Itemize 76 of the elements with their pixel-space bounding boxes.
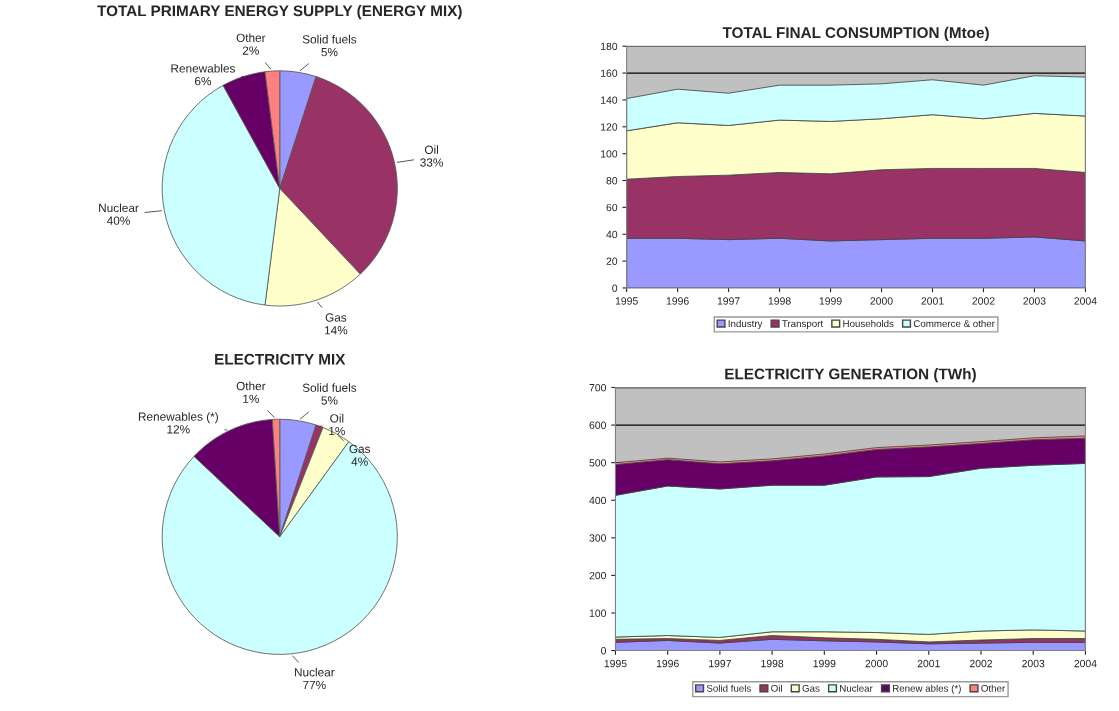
x-tick-label: 2000 [870,297,893,305]
y-tick-label: 300 [589,534,607,542]
y-tick-label: 40 [606,230,618,239]
x-tick-label: 1998 [768,297,791,305]
legend-label: Commerce & other [913,319,995,328]
x-tick-label: 1995 [615,297,638,305]
slice-label: Nuclear [294,667,335,677]
x-tick-label: 1999 [813,659,836,668]
y-tick-label: 700 [589,384,607,392]
y-tick-label: 160 [601,69,618,77]
data-label: 1% [243,394,259,403]
data-label: 6% [195,76,212,86]
y-tick-label: 600 [589,421,607,429]
slice-label: Other [236,381,266,391]
x-tick-label: 1996 [666,297,689,305]
chart-title: TOTAL PRIMARY ENERGY SUPPLY (ENERGY MIX) [97,5,462,20]
x-tick-label: 1997 [709,659,731,668]
y-tick-label: 0 [601,647,607,655]
slice-label: Renewables [171,63,235,73]
data-label: 4% [351,457,368,466]
x-tick-label: 2002 [972,297,995,305]
y-tick-label: 100 [589,609,607,617]
x-tick-label: 1996 [656,659,679,668]
x-tick-label: 2002 [969,659,993,668]
y-tick-label: 140 [601,96,618,104]
data-label: 77% [303,680,326,690]
x-tick-label: 1997 [717,297,740,305]
y-tick-label: 500 [589,459,607,467]
legend-label: Industry [728,319,763,329]
legend-label: Households [843,319,894,328]
y-tick-label: 100 [601,150,618,158]
data-label: 33% [420,158,443,167]
y-tick-label: 20 [606,257,618,265]
y-tick-label: 200 [589,571,607,580]
slice-label: Other [236,33,266,43]
x-tick-label: 2001 [921,297,944,305]
x-tick-label: 2003 [1023,297,1046,305]
slice-label: Oil [424,145,438,154]
x-tick-label: 2001 [917,659,940,668]
y-tick-label: 60 [606,203,618,212]
slice-label: Oil [330,413,344,423]
slice-label: Renewables (*) [138,412,218,424]
data-label: 14% [324,326,348,335]
legend-label: Nuclear [840,684,873,692]
data-label: 1% [329,426,345,436]
slice-label: Solid fuels [302,34,357,44]
x-tick-label: 1999 [819,297,842,305]
data-label: 5% [321,396,338,405]
x-tick-label: 2004 [1074,659,1097,668]
data-label: 12% [167,425,190,434]
legend-label: Transport [782,320,824,329]
slice-label: Solid fuels [302,383,357,392]
x-tick-label: 1995 [604,659,627,668]
data-label: 40% [106,216,130,225]
slice-label: Gas [349,444,371,454]
x-tick-label: 2004 [1074,297,1097,305]
legend-label: Other [981,684,1006,692]
x-tick-label: 2000 [865,659,888,668]
x-tick-label: 2003 [1022,659,1045,668]
chart-title: ELECTRICITY MIX [215,353,346,365]
y-tick-label: 80 [606,177,618,185]
y-tick-label: 180 [601,42,618,51]
data-label: 2% [242,46,259,55]
slice-label: Nuclear [99,203,139,213]
legend-label: Oil [771,684,782,692]
legend-label: Solid fuels [706,684,751,692]
y-tick-label: 400 [589,496,607,505]
chart-title: ELECTRICITY GENERATION (TWh) [725,368,976,383]
data-label: 5% [321,47,338,57]
y-tick-label: 120 [601,123,618,131]
y-tick-label: 0 [612,284,618,292]
slice-label: Gas [325,313,347,322]
legend-label: Renew ables (*) [893,684,961,694]
x-tick-label: 1998 [761,659,784,668]
chart-title: TOTAL FINAL CONSUMPTION (Mtoe) [722,26,989,42]
legend-label: Gas [802,684,820,692]
